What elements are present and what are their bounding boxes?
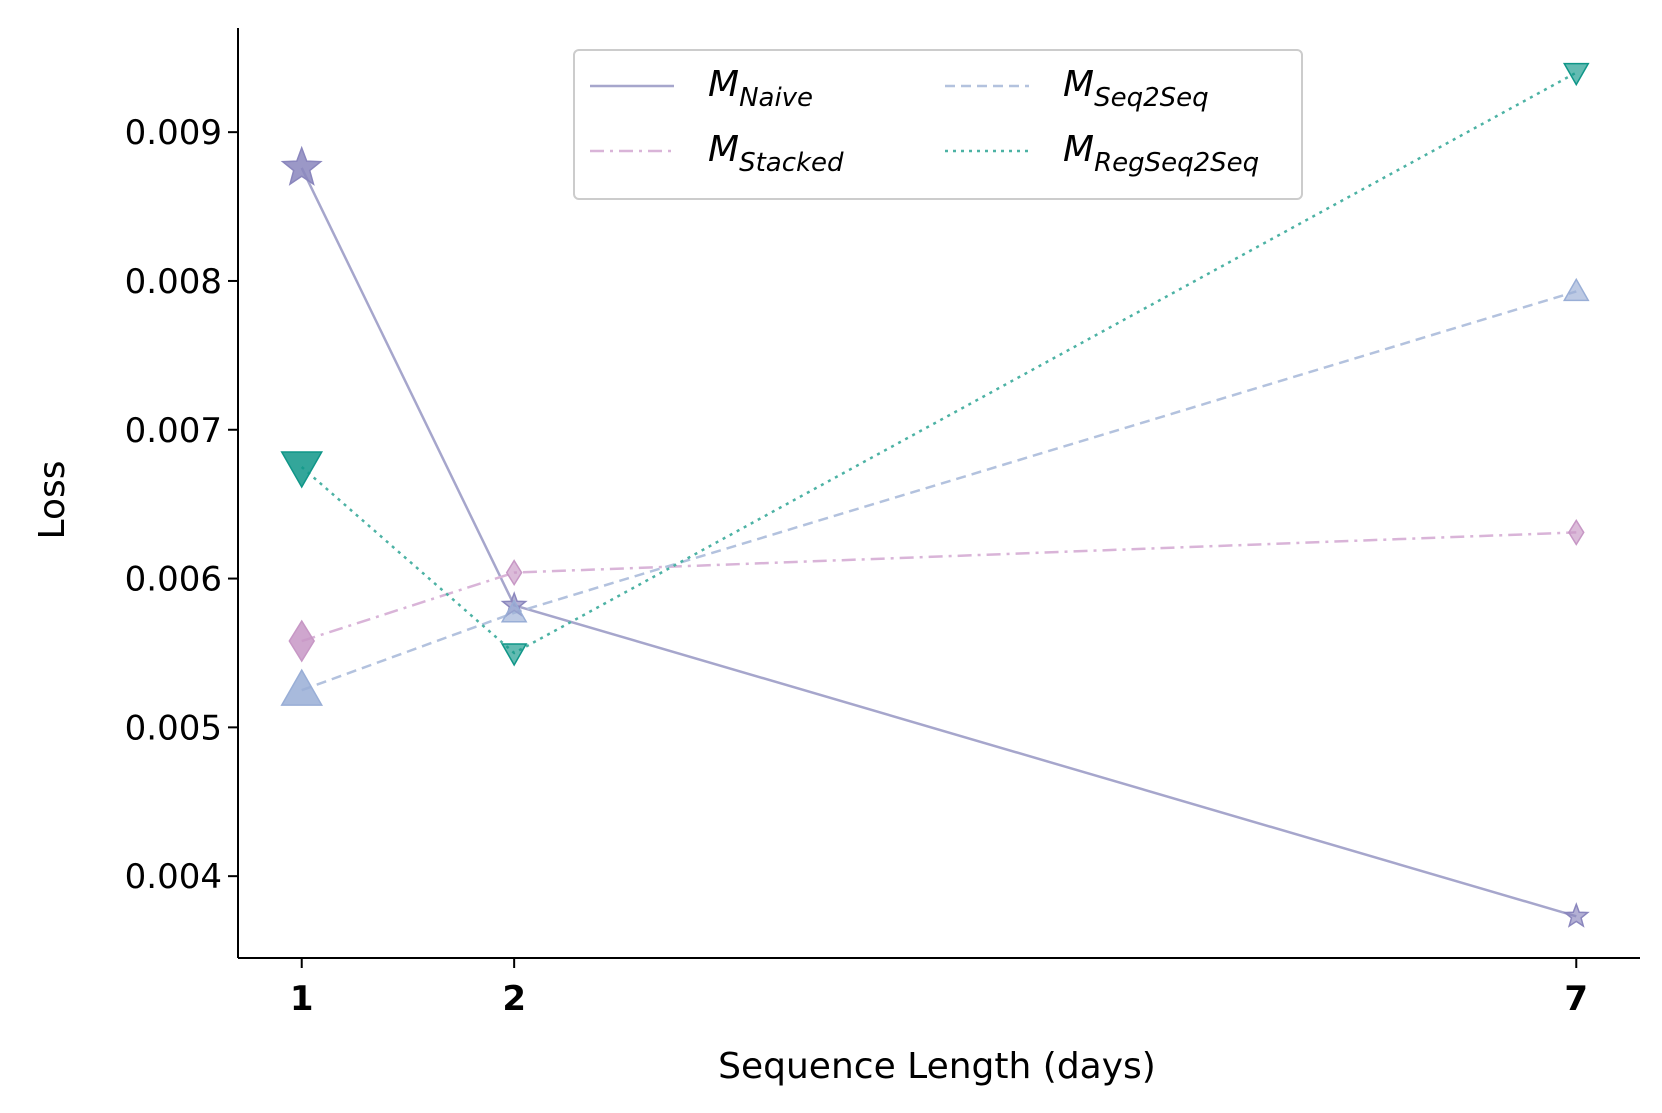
x-tick-label: 2 (502, 979, 526, 1019)
legend-label-seq2seq: MSeq2Seq (1063, 64, 1209, 113)
y-tick-label: 0.005 (125, 708, 222, 748)
y-axis-title: Loss (32, 461, 73, 540)
legend-label-stacked: MStacked (708, 129, 844, 178)
legend-label-regseq2seq: MRegSeq2Seq (1063, 129, 1259, 178)
y-tick-label: 0.004 (125, 857, 222, 897)
data-point-naive (1562, 902, 1590, 928)
legend-frame (573, 49, 1303, 200)
data-point-seq2seq (500, 599, 528, 623)
series-line-stacked (301, 531, 1577, 643)
y-tick-label: 0.008 (125, 262, 222, 302)
legend-label-main: M (1063, 129, 1094, 170)
legend-label-sub: Stacked (739, 148, 844, 178)
legend-label-naive: MNaive (708, 64, 813, 113)
data-point-stacked (288, 619, 316, 663)
data-point-seq2seq (1562, 277, 1590, 302)
legend-label-main: M (708, 64, 739, 105)
data-point-regseq2seq (1562, 62, 1590, 87)
legend-label-main: M (708, 129, 739, 170)
x-tick-label: 7 (1564, 979, 1588, 1019)
y-tick-label: 0.009 (125, 113, 222, 153)
x-tick-label: 1 (290, 979, 314, 1019)
x-axis-title: Sequence Length (days) (718, 1046, 1156, 1087)
legend-label-sub: Seq2Seq (1094, 83, 1209, 113)
data-point-seq2seq (280, 668, 324, 706)
series-layer (280, 62, 1590, 928)
data-point-regseq2seq (500, 643, 528, 667)
y-tick-label: 0.007 (125, 411, 222, 451)
data-point-naive (280, 145, 323, 186)
series-line-seq2seq (301, 290, 1577, 692)
legend-label-sub: Naive (739, 83, 813, 113)
data-point-stacked (505, 559, 523, 587)
y-tick-label: 0.006 (125, 560, 222, 600)
axes-layer: 0.004 0.005 0.006 0.007 0.008 0.009 1 2 7 (125, 28, 1640, 1019)
legend-label-sub: RegSeq2Seq (1094, 148, 1259, 178)
data-point-regseq2seq (280, 451, 324, 489)
legend-label-main: M (1063, 64, 1094, 105)
data-point-stacked (1567, 519, 1585, 546)
series-line-naive (300, 167, 1577, 918)
